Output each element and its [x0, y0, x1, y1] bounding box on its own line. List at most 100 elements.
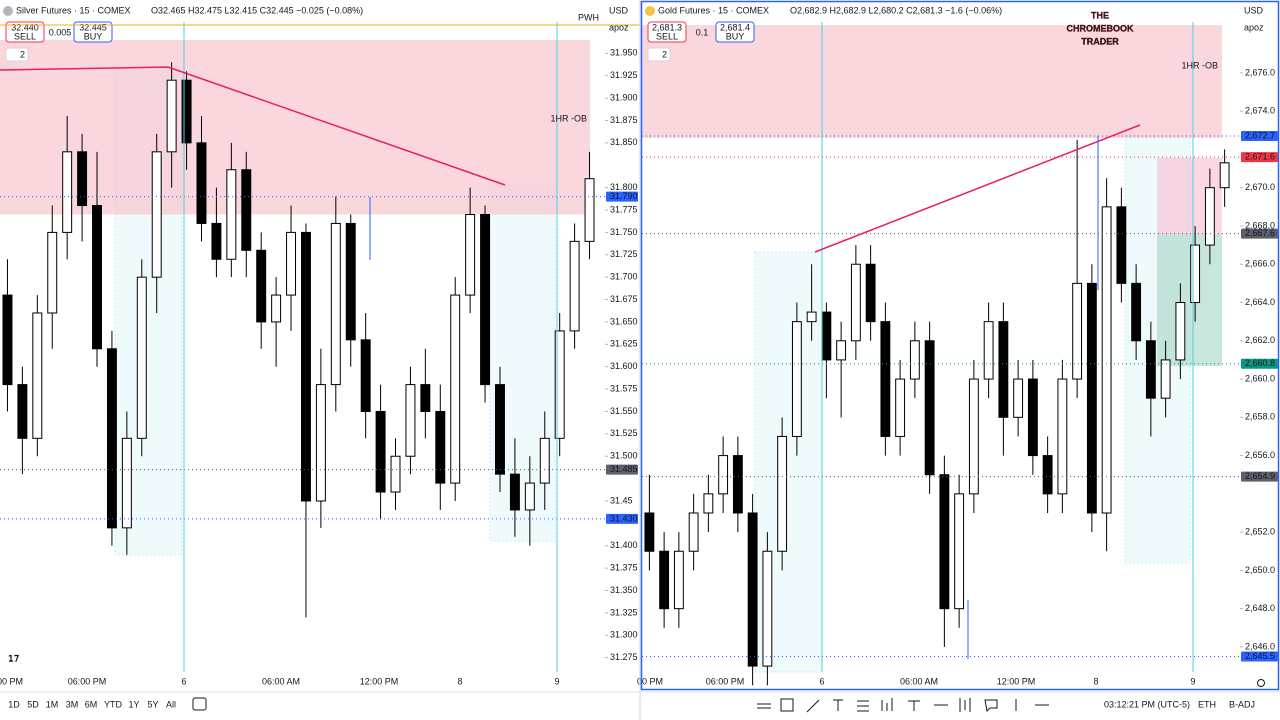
adjustment[interactable]: B-ADJ — [1229, 699, 1255, 709]
candle-body — [32, 312, 43, 439]
candle-body — [106, 348, 117, 529]
y-tick-label: 2,658.0 — [1245, 412, 1275, 422]
price-tag — [606, 513, 638, 524]
range-button[interactable]: 1Y — [128, 699, 139, 709]
symbol-name: Silver Futures · 15 · COMEX — [16, 5, 131, 15]
indicator-toggle[interactable] — [5, 47, 29, 62]
price-tag — [1241, 131, 1278, 142]
y-tick-label: 31.725 — [610, 249, 638, 259]
settings-icon[interactable] — [1257, 679, 1265, 687]
range-button[interactable]: 5Y — [147, 699, 158, 709]
candle-body — [732, 455, 743, 514]
buy-label: BUY — [84, 31, 103, 41]
x-tick-label: 12:00 PM — [360, 676, 399, 686]
candle-body — [495, 384, 505, 475]
range-button[interactable]: All — [166, 699, 176, 709]
y-tick-label: 2,668.0 — [1245, 220, 1275, 230]
symbol-name: Gold Futures · 15 · COMEX — [658, 5, 769, 15]
candle-body — [1086, 282, 1097, 514]
candle-body — [718, 455, 729, 495]
candle-body — [703, 493, 714, 514]
candle-body — [2, 294, 13, 386]
candle-body — [1190, 244, 1201, 304]
x-tick-label: 06:00 AM — [262, 676, 300, 686]
candle-body — [1204, 187, 1215, 246]
candle-body — [1057, 378, 1068, 495]
candle-body — [450, 294, 461, 484]
sell-price: 32.440 — [11, 22, 39, 32]
y-tick-label: 2,656.0 — [1245, 450, 1275, 460]
indicator-toggle[interactable] — [647, 47, 671, 62]
y-tick-label: 31.275 — [610, 652, 638, 662]
spread: 0.1 — [696, 27, 709, 37]
candle-body — [821, 311, 832, 361]
candle-body — [688, 512, 699, 552]
candle-body — [390, 455, 401, 493]
currency: USD — [609, 5, 629, 15]
y-tick-label: 31.925 — [610, 70, 638, 80]
drawing-tools[interactable] — [757, 698, 1049, 713]
range-button[interactable]: 1M — [46, 699, 59, 709]
y-tick-label: 31.900 — [610, 92, 638, 102]
candle-body — [196, 142, 207, 224]
y-tick-label: 31.550 — [610, 406, 638, 416]
buy-button[interactable] — [715, 21, 755, 43]
candle-body — [480, 213, 491, 386]
x-tick-label: 9 — [554, 676, 559, 686]
sell-button[interactable] — [647, 21, 687, 43]
price-tag-label: 2,667.6 — [1245, 228, 1275, 238]
position-profit — [1157, 234, 1222, 366]
x-tick-label: 00 PM — [637, 676, 663, 686]
y-tick-label: 31.400 — [610, 540, 638, 550]
sell-button[interactable] — [5, 21, 45, 43]
range-button[interactable]: YTD — [104, 699, 123, 709]
price-tag-label: 2,654.9 — [1245, 471, 1275, 481]
candle-body — [554, 330, 565, 439]
price-tag — [1241, 651, 1278, 662]
range-button[interactable]: 6M — [85, 699, 98, 709]
price-tag-label: 2,645.5 — [1245, 651, 1275, 661]
price-tag — [606, 464, 638, 475]
price-tag — [1241, 358, 1278, 369]
y-tick-label: 31.575 — [610, 383, 638, 393]
y-tick-label: 2,674.0 — [1245, 106, 1275, 116]
candle-body — [777, 435, 788, 552]
range-button[interactable]: 5D — [27, 699, 39, 709]
session[interactable]: ETH — [1198, 699, 1216, 709]
order-block-zone — [0, 39, 590, 215]
buy-price: 32.445 — [79, 22, 107, 32]
x-tick-label: 06:00 PM — [706, 676, 745, 686]
candle-body — [954, 493, 965, 610]
y-tick-label: 2,664.0 — [1245, 297, 1275, 307]
y-tick-label: 2,676.0 — [1245, 67, 1275, 77]
y-tick-label: 31.775 — [610, 204, 638, 214]
candle-body — [435, 410, 446, 484]
calendar-icon[interactable] — [192, 697, 207, 711]
candle-body — [300, 231, 311, 502]
order-block-zone — [642, 25, 1222, 138]
range-button[interactable]: 3M — [66, 699, 79, 709]
buy-button[interactable] — [73, 21, 113, 43]
ohlc: O2,682.9 H2,682.9 L2,680.2 C2,681.3 −1.6… — [790, 5, 1002, 15]
y-tick-label: 31.300 — [610, 630, 638, 640]
price-tag-label: 31.430 — [610, 513, 638, 523]
y-tick-label: 31.375 — [610, 563, 638, 573]
y-tick-label: 2,646.0 — [1245, 641, 1275, 651]
candle-body — [92, 205, 102, 350]
active-panel-border — [640, 0, 1280, 691]
y-tick-label: 31.875 — [610, 115, 638, 125]
y-tick-label: 2,662.0 — [1245, 335, 1275, 345]
candle-body — [1101, 206, 1112, 514]
account: apoz — [1244, 22, 1264, 32]
buy-price: 2,681.4 — [720, 22, 750, 32]
range-button[interactable]: 1D — [8, 699, 20, 709]
sell-price: 2,681.3 — [652, 22, 682, 32]
candle-body — [1042, 455, 1053, 495]
x-tick-label: 12:00 PM — [997, 676, 1036, 686]
candle-body — [271, 294, 282, 323]
trendline — [0, 66, 506, 186]
y-tick-label: 31.625 — [610, 339, 638, 349]
y-tick-label: 2,652.0 — [1245, 527, 1275, 537]
candle-body — [1160, 359, 1171, 399]
candle-body — [509, 473, 520, 511]
